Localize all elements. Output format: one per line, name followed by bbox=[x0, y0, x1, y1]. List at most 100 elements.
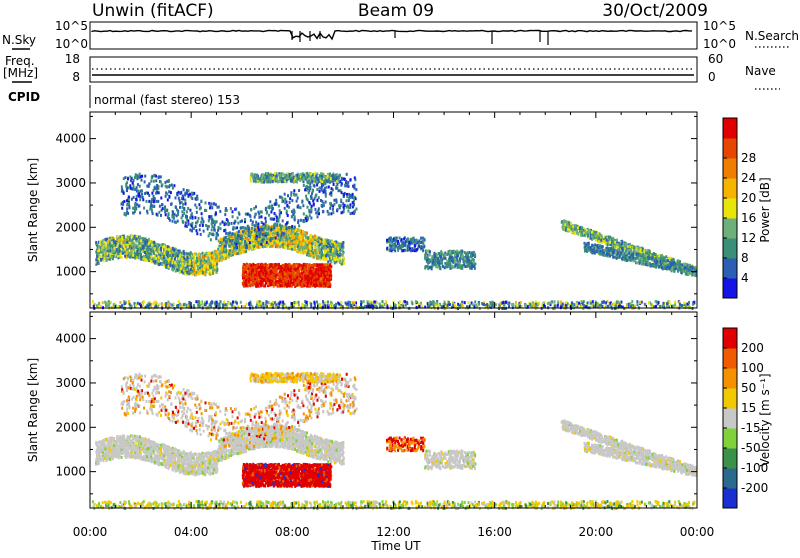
data-cell bbox=[121, 207, 123, 210]
data-cell bbox=[145, 237, 147, 240]
data-cell bbox=[191, 222, 193, 225]
data-cell bbox=[255, 221, 257, 224]
data-cell bbox=[213, 228, 215, 231]
data-cell bbox=[168, 258, 170, 261]
data-cell bbox=[303, 212, 305, 215]
data-cell bbox=[131, 198, 133, 201]
data-cell bbox=[172, 187, 174, 190]
data-cell bbox=[149, 252, 151, 255]
data-cell bbox=[114, 241, 116, 244]
data-cell bbox=[194, 204, 196, 207]
data-cell bbox=[279, 209, 281, 212]
data-cell bbox=[305, 235, 307, 238]
data-cell bbox=[332, 211, 334, 214]
data-cell bbox=[109, 258, 111, 261]
data-cell bbox=[172, 220, 174, 223]
data-cell bbox=[121, 237, 123, 240]
data-cell bbox=[205, 224, 207, 227]
data-cell bbox=[187, 265, 189, 268]
data-cell bbox=[299, 248, 301, 251]
data-cell bbox=[311, 242, 313, 245]
data-cell bbox=[222, 221, 224, 224]
data-cell bbox=[343, 193, 345, 196]
data-cell bbox=[181, 210, 183, 213]
nsky-spikes bbox=[292, 31, 548, 45]
data-cell bbox=[155, 179, 157, 182]
data-cell bbox=[324, 247, 326, 250]
data-cell bbox=[169, 264, 171, 267]
data-cell bbox=[175, 221, 177, 224]
data-cell bbox=[263, 181, 265, 184]
data-cell bbox=[298, 189, 300, 192]
data-cell bbox=[198, 203, 200, 206]
data-cell bbox=[340, 199, 342, 202]
data-cell bbox=[267, 179, 269, 182]
data-cell bbox=[287, 230, 289, 233]
data-cell bbox=[106, 252, 108, 255]
data-cell bbox=[156, 213, 158, 216]
data-cell bbox=[350, 212, 352, 215]
data-cell bbox=[308, 249, 310, 252]
data-cell bbox=[321, 175, 323, 178]
data-cell bbox=[151, 260, 153, 263]
data-cell bbox=[189, 193, 191, 196]
data-cell bbox=[286, 204, 288, 207]
data-cell bbox=[329, 207, 331, 210]
data-cell bbox=[190, 268, 192, 271]
data-cell bbox=[256, 224, 258, 227]
data-cell bbox=[150, 249, 152, 252]
data-cell bbox=[225, 240, 227, 243]
data-cell bbox=[300, 251, 302, 254]
data-cell bbox=[144, 251, 146, 254]
data-cell bbox=[229, 239, 231, 242]
data-cell bbox=[212, 254, 214, 257]
data-cell bbox=[139, 190, 141, 193]
data-cell bbox=[169, 254, 171, 257]
data-cell bbox=[183, 188, 185, 191]
data-cell bbox=[302, 246, 304, 249]
data-cell bbox=[309, 211, 311, 214]
data-cell bbox=[303, 174, 305, 177]
data-cell bbox=[123, 177, 125, 180]
data-cell bbox=[215, 237, 217, 240]
data-cell bbox=[291, 237, 293, 240]
data-cell bbox=[194, 216, 196, 219]
data-cell bbox=[297, 221, 299, 224]
data-cell bbox=[277, 233, 279, 236]
data-cell bbox=[237, 216, 239, 219]
data-cell bbox=[189, 216, 191, 219]
data-cell bbox=[333, 203, 335, 206]
data-cell bbox=[305, 195, 307, 198]
data-cell bbox=[161, 203, 163, 206]
data-cell bbox=[325, 195, 327, 198]
data-cell bbox=[347, 209, 349, 212]
data-cell bbox=[157, 200, 159, 203]
data-cell bbox=[271, 245, 273, 248]
data-cell bbox=[232, 232, 234, 235]
data-cell bbox=[158, 251, 160, 254]
data-cell bbox=[148, 194, 150, 197]
data-cell bbox=[255, 213, 257, 216]
data-cell bbox=[197, 197, 199, 200]
data-cell bbox=[300, 173, 302, 176]
data-cell bbox=[277, 245, 279, 248]
data-cell bbox=[279, 178, 281, 181]
data-cell bbox=[321, 178, 323, 181]
data-cell bbox=[252, 221, 254, 224]
data-cell bbox=[338, 177, 340, 180]
data-cell bbox=[315, 194, 317, 197]
data-cell bbox=[205, 261, 207, 264]
data-cell bbox=[220, 227, 222, 230]
data-cell bbox=[292, 245, 294, 248]
data-cell bbox=[297, 244, 299, 247]
data-cell bbox=[306, 172, 308, 175]
nave-tick-top: 60 bbox=[708, 52, 723, 66]
data-cell bbox=[319, 174, 321, 177]
data-cell bbox=[301, 243, 303, 246]
data-cell bbox=[149, 182, 151, 185]
data-cell bbox=[225, 207, 227, 210]
data-cell bbox=[116, 245, 118, 248]
data-cell bbox=[260, 240, 262, 243]
data-cell bbox=[294, 194, 296, 197]
data-cell bbox=[248, 227, 250, 230]
